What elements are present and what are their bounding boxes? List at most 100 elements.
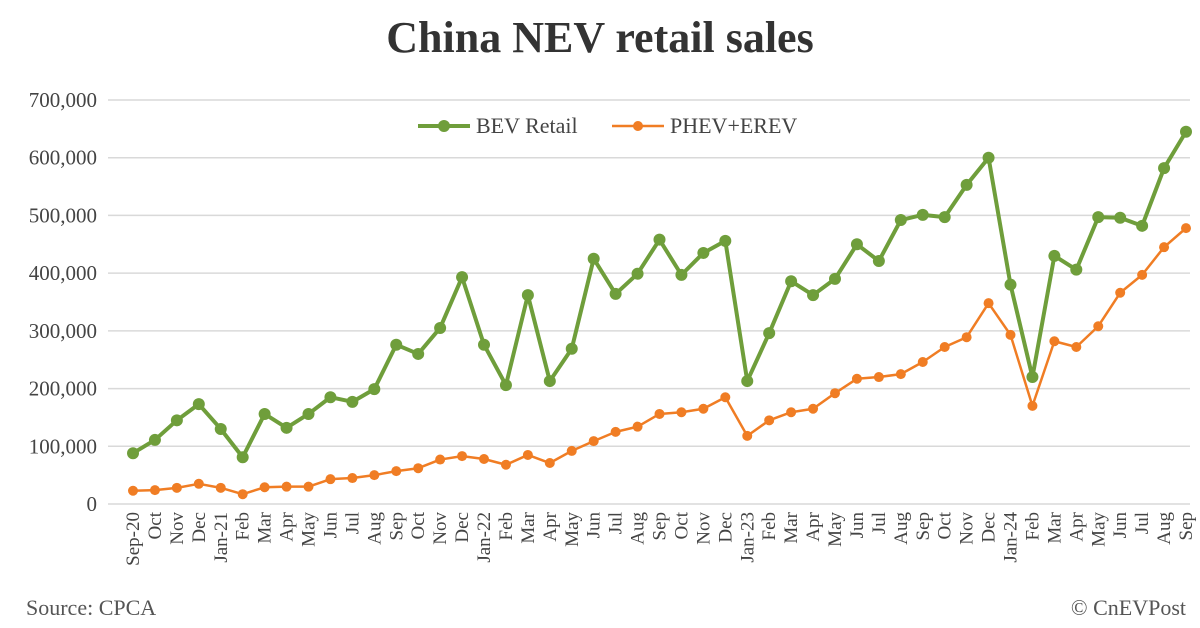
x-tick-label: Oct	[671, 511, 692, 539]
x-tick-label: Jun	[847, 512, 868, 539]
data-point	[741, 375, 754, 388]
data-point	[1158, 162, 1171, 175]
data-point	[697, 246, 710, 259]
data-point	[1180, 125, 1192, 138]
x-tick-label: Jul	[869, 512, 890, 534]
x-tick-label: Jul	[606, 512, 627, 534]
data-point	[786, 407, 797, 418]
data-point	[850, 238, 863, 251]
x-tick-label: Dec	[979, 512, 1000, 543]
data-point	[719, 234, 732, 247]
data-point	[324, 391, 337, 404]
data-point	[587, 252, 600, 265]
legend-marker	[633, 121, 643, 131]
x-tick-label: Apr	[540, 511, 561, 541]
x-tick-label: May	[562, 512, 583, 547]
data-point	[435, 454, 446, 465]
y-tick-label: 100,000	[29, 434, 97, 458]
x-tick-label: Jan-23	[737, 512, 758, 563]
data-point	[456, 271, 469, 284]
x-tick-label: May	[299, 512, 320, 547]
data-point	[192, 398, 205, 411]
data-point	[368, 383, 381, 396]
x-tick-label: Nov	[693, 512, 714, 545]
data-point	[544, 458, 555, 469]
data-point	[1159, 242, 1170, 253]
data-point	[390, 338, 403, 351]
data-point	[764, 415, 775, 426]
data-point	[982, 151, 995, 164]
data-point	[938, 211, 951, 224]
x-tick-label: Sep	[386, 512, 407, 541]
x-tick-label: Jul	[1132, 512, 1153, 534]
data-point	[961, 332, 972, 343]
data-point	[742, 430, 753, 441]
data-point	[851, 373, 862, 384]
y-tick-label: 400,000	[29, 261, 97, 285]
data-point	[258, 407, 271, 420]
data-point	[983, 298, 994, 309]
x-tick-label: Feb	[233, 512, 254, 541]
x-tick-label: Oct	[145, 511, 166, 539]
data-point	[698, 403, 709, 414]
data-point	[653, 233, 666, 246]
data-point	[280, 421, 293, 434]
data-point	[894, 214, 907, 227]
data-point	[632, 421, 643, 432]
x-tick-label: Dec	[452, 512, 473, 543]
data-point	[148, 433, 161, 446]
data-point	[521, 289, 534, 302]
x-tick-label: Feb	[1022, 512, 1043, 541]
x-tick-label: Sep	[650, 512, 671, 541]
data-point	[654, 408, 665, 419]
data-point	[807, 289, 820, 302]
x-tick-label: Jun	[320, 512, 341, 539]
x-tick-label: Aug	[1154, 512, 1175, 545]
x-tick-label: Jan-22	[474, 512, 495, 563]
x-tick-label: Jul	[342, 512, 363, 534]
data-point	[193, 478, 204, 489]
data-point	[873, 372, 884, 383]
data-point	[895, 369, 906, 380]
data-point	[1136, 219, 1149, 232]
data-point	[522, 449, 533, 460]
data-point	[171, 482, 182, 493]
data-point	[829, 272, 841, 285]
x-tick-label: Jan-21	[211, 512, 232, 563]
data-point	[170, 414, 183, 427]
data-point	[1137, 269, 1148, 280]
data-point	[149, 485, 160, 496]
x-tick-label: Dec	[715, 512, 736, 543]
data-point	[281, 481, 292, 492]
data-point	[610, 426, 621, 437]
data-point	[303, 481, 314, 492]
data-point	[259, 482, 270, 493]
legend-label: BEV Retail	[476, 113, 578, 138]
chart-title: China NEV retail sales	[386, 13, 814, 62]
series-line-bev	[131, 130, 1188, 460]
data-point	[1092, 211, 1105, 224]
x-tick-label: Sep	[913, 512, 934, 541]
data-point	[631, 267, 644, 280]
data-point	[325, 474, 336, 485]
data-point	[1115, 287, 1126, 298]
data-point	[808, 403, 819, 414]
data-point	[872, 255, 885, 268]
data-point	[413, 463, 424, 474]
data-point	[369, 470, 380, 481]
legend-marker	[438, 120, 450, 132]
data-point	[1181, 223, 1191, 234]
data-point	[478, 338, 490, 351]
data-point	[214, 422, 227, 435]
data-point	[434, 321, 447, 334]
data-point	[588, 436, 599, 447]
data-point	[127, 447, 139, 460]
y-tick-label: 700,000	[29, 88, 97, 112]
x-tick-label: Nov	[430, 512, 451, 545]
x-tick-label: Nov	[167, 512, 188, 545]
x-tick-label: Aug	[628, 512, 649, 545]
data-point	[499, 379, 512, 392]
x-tick-label: Apr	[803, 511, 824, 541]
data-point	[479, 453, 489, 464]
